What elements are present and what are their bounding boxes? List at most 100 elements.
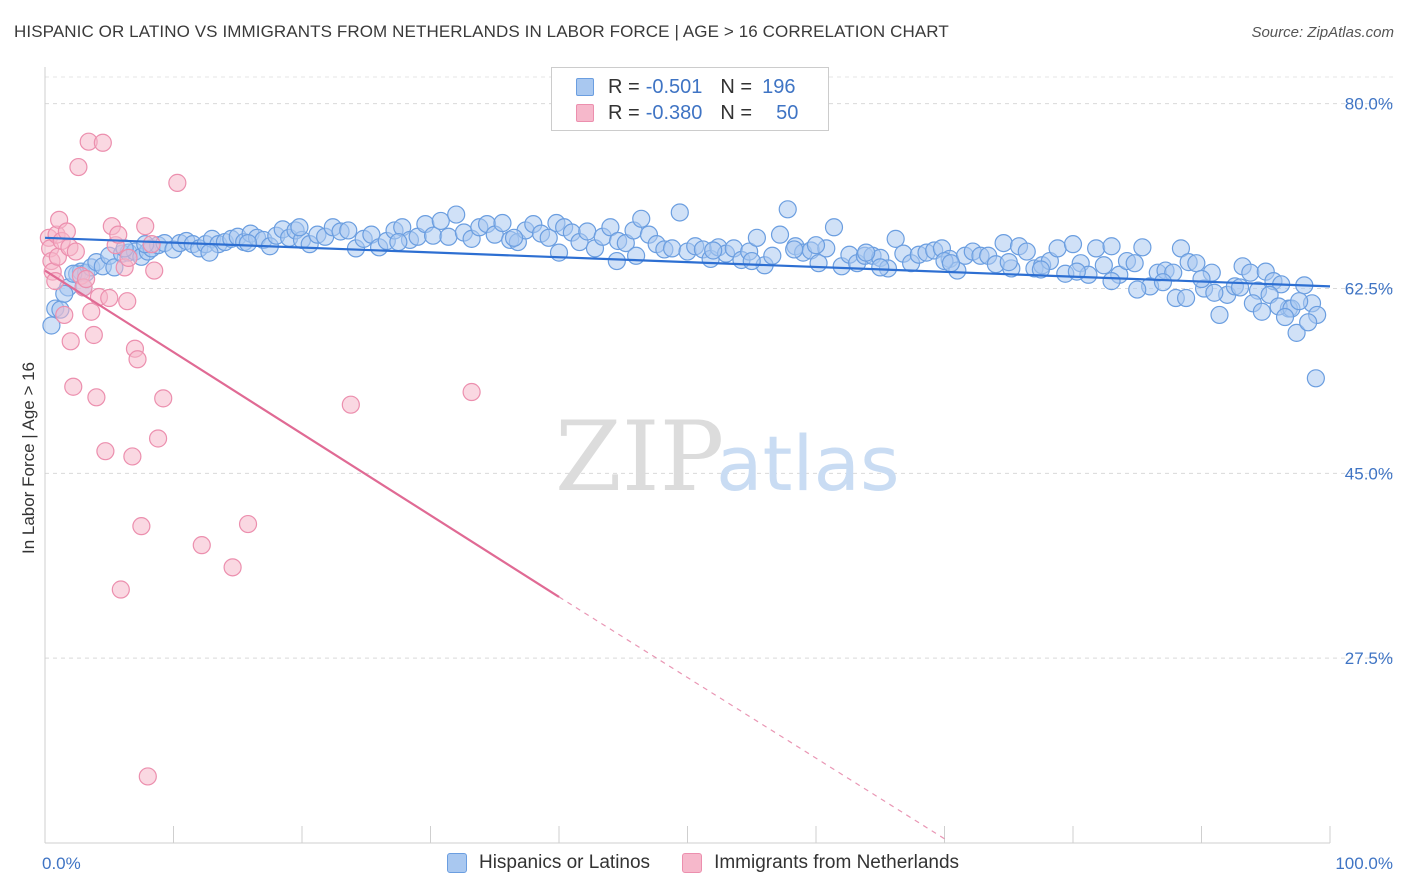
chart-title: HISPANIC OR LATINO VS IMMIGRANTS FROM NE… (14, 22, 949, 41)
legend-n-value: 196 (762, 75, 796, 98)
trend-lines (44, 236, 1331, 840)
y-tick-label: 27.5% (1345, 649, 1393, 668)
series-legend: Hispanics or Latinos Immigrants from Net… (0, 852, 1406, 874)
data-point (238, 233, 258, 253)
data-point (145, 261, 164, 280)
data-point (704, 241, 723, 260)
data-point (439, 227, 458, 246)
stats-legend: R = -0.501 N = 196 R = -0.380 N = 50 (551, 67, 829, 131)
data-point (1102, 237, 1121, 256)
legend-r-value: -0.501 (645, 75, 703, 98)
data-point (504, 228, 524, 247)
data-point (154, 389, 173, 408)
data-point (82, 302, 101, 321)
data-point (1102, 272, 1121, 291)
data-point (1031, 260, 1050, 279)
data-point (462, 382, 481, 402)
trend-line-netherlands (44, 269, 560, 598)
data-point (46, 272, 65, 291)
data-point (118, 292, 137, 311)
data-point (431, 211, 450, 231)
data-point (123, 447, 142, 466)
data-point (389, 232, 408, 252)
legend-swatch-blue (576, 78, 594, 96)
data-point (626, 246, 646, 265)
data-point (77, 269, 96, 289)
legend-n-value: 50 (776, 101, 799, 124)
data-point (109, 225, 128, 244)
data-point (1290, 292, 1309, 311)
legend-label-hispanics: Hispanics or Latinos (478, 852, 651, 873)
legend-item-hispanics[interactable]: Hispanics or Latinos (446, 852, 651, 874)
data-point (192, 536, 211, 555)
data-point (168, 173, 187, 192)
x-tick-label: 0.0% (42, 854, 81, 873)
data-point (941, 254, 961, 273)
data-point (142, 235, 161, 254)
data-point (119, 248, 138, 267)
data-point (742, 251, 761, 271)
series-hispanics (42, 200, 1327, 388)
watermark: ZIP atlas (555, 401, 900, 513)
legend-r-label: R = (608, 101, 640, 124)
data-point (87, 388, 106, 407)
data-point (1125, 254, 1144, 273)
legend-r-value: -0.380 (645, 101, 703, 124)
data-point (69, 157, 88, 177)
data-point (770, 225, 790, 244)
trend-line-netherlands-extension (558, 596, 945, 840)
data-point (1210, 305, 1229, 325)
data-point (290, 218, 309, 237)
legend-item-netherlands[interactable]: Immigrants from Netherlands (682, 852, 959, 874)
data-point (994, 233, 1013, 253)
data-point (148, 429, 168, 448)
data-point (1094, 256, 1113, 275)
legend-row-netherlands: R = -0.380 N = 50 (576, 101, 798, 125)
data-point (1275, 307, 1295, 327)
data-point (1048, 239, 1067, 258)
data-point (111, 580, 130, 599)
data-point (670, 203, 689, 222)
x-tick-label: 100.0% (1335, 854, 1393, 873)
data-point (871, 258, 890, 277)
data-point (1299, 313, 1318, 332)
y-tick-label: 80.0% (1345, 95, 1393, 114)
data-point (1230, 278, 1250, 297)
data-point (84, 325, 103, 345)
data-point (55, 284, 74, 303)
grid-lines (45, 76, 1395, 659)
watermark-atlas: atlas (716, 419, 900, 508)
data-point (341, 395, 360, 414)
data-point (42, 316, 61, 335)
data-point (632, 209, 651, 228)
data-point (778, 200, 797, 219)
data-point (93, 133, 112, 152)
trend-line-hispanics (44, 236, 1331, 288)
data-point (1017, 242, 1036, 261)
data-point (578, 222, 597, 241)
y-tick-label: 45.0% (1345, 464, 1393, 483)
data-point (1153, 273, 1173, 292)
data-point (64, 377, 83, 396)
data-point (128, 350, 147, 369)
source-credit: Source: ZipAtlas.com (1251, 24, 1394, 41)
data-point (136, 217, 155, 236)
data-point (223, 558, 242, 577)
y-axis-label: In Labor Force | Age > 16 (19, 362, 38, 554)
data-point (886, 229, 905, 248)
data-point (747, 228, 766, 247)
y-tick-label: 62.5% (1345, 280, 1393, 299)
y-tick-labels: 27.5% 45.0% 62.5% 80.0% (1345, 95, 1393, 668)
legend-label-netherlands: Immigrants from Netherlands (714, 852, 960, 873)
legend-swatch-pink (576, 104, 594, 122)
data-point (493, 213, 512, 233)
data-point (100, 288, 119, 308)
data-point (1187, 254, 1206, 273)
data-point (1133, 238, 1152, 257)
axes (44, 67, 1331, 844)
watermark-zip: ZIP (555, 401, 724, 513)
data-point (1287, 323, 1306, 342)
legend-swatch-blue (446, 853, 467, 873)
legend-row-hispanics: R = -0.501 N = 196 (576, 75, 795, 99)
